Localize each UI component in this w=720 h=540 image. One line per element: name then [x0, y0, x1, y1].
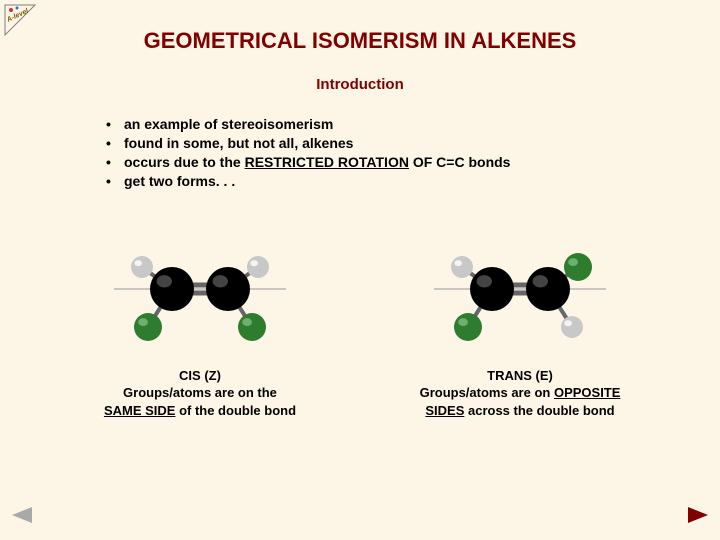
page-subtitle: Introduction	[0, 76, 720, 93]
list-item: •occurs due to the RESTRICTED ROTATION O…	[106, 153, 720, 172]
list-item: •get two forms. . .	[106, 172, 720, 191]
next-button[interactable]	[686, 505, 710, 530]
bullet-list: •an example of stereoisomerism •found in…	[106, 115, 720, 191]
page-title: GEOMETRICAL ISOMERISM IN ALKENES	[0, 0, 720, 54]
trans-molecule	[430, 221, 610, 351]
corner-logo: A-level	[4, 4, 36, 36]
list-item: •an example of stereoisomerism	[106, 115, 720, 134]
trans-caption: TRANS (E) Groups/atoms are on OPPOSITE S…	[420, 367, 621, 420]
list-item: •found in some, but not all, alkenes	[106, 134, 720, 153]
trans-panel: TRANS (E) Groups/atoms are on OPPOSITE S…	[370, 221, 670, 420]
cis-panel: CIS (Z) Groups/atoms are on the SAME SID…	[50, 221, 350, 420]
prev-button[interactable]	[10, 505, 34, 530]
cis-caption: CIS (Z) Groups/atoms are on the SAME SID…	[104, 367, 296, 420]
molecule-row: CIS (Z) Groups/atoms are on the SAME SID…	[0, 221, 720, 420]
cis-molecule	[110, 221, 290, 351]
